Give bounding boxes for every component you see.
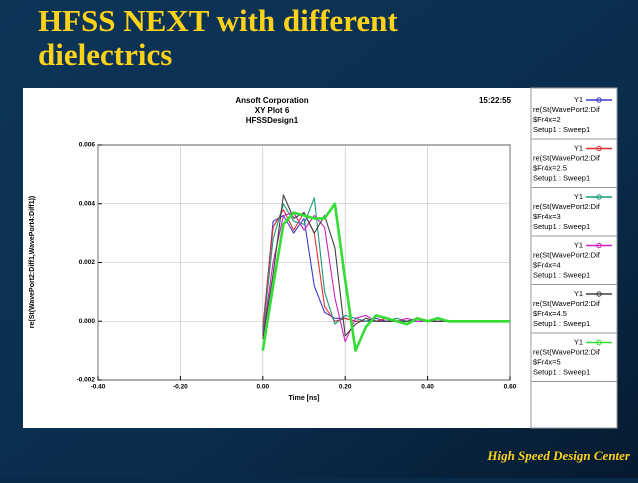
legend-expression: re(St(WavePort2:Dif: [533, 153, 601, 162]
x-tick-label: -0.40: [91, 384, 106, 391]
slide-title: dielectrics: [38, 37, 172, 72]
legend-entry: $Fr4x=3: [533, 212, 561, 221]
legend-axis: Y1: [574, 240, 583, 249]
legend-expression: re(St(WavePort2:Dif: [533, 105, 601, 114]
y-tick-label: 0.006: [79, 142, 96, 149]
legend-axis: Y1: [574, 143, 583, 152]
y-axis-label: re(St(WavePort2:Diff1,WavePort4:Diff1)): [29, 196, 36, 329]
legend-axis: Y1: [574, 192, 583, 201]
y-tick-label: 0.004: [79, 200, 96, 207]
legend-marker: [596, 291, 602, 297]
legend-axis: Y1: [574, 289, 583, 298]
x-axis-label: Time [ns]: [289, 395, 320, 402]
legend-axis: Y1: [574, 95, 583, 104]
legend-setup: Setup1 : Sweep1: [533, 222, 590, 231]
legend-marker: [596, 97, 602, 103]
series-line: [261, 202, 510, 352]
legend-panel: [530, 87, 618, 429]
y-tick-label: 0.000: [79, 318, 96, 325]
y-tick-label: -0.002: [77, 377, 96, 384]
x-tick-label: 0.00: [256, 384, 269, 391]
legend-marker: [596, 194, 602, 200]
legend-setup: Setup1 : Sweep1: [533, 319, 590, 328]
legend-marker: [596, 339, 602, 346]
legend-marker: [596, 145, 602, 152]
footer: High Speed Design Center: [486, 448, 631, 463]
x-tick-label: 0.40: [421, 384, 434, 391]
legend-setup: Setup1 : Sweep1: [533, 367, 590, 376]
legend-setup: Setup1 : Sweep1: [533, 270, 590, 279]
legend-entry: $Fr4x=2: [533, 115, 561, 124]
legend-expression: re(St(WavePort2:Dif: [533, 299, 601, 308]
legend-marker: [596, 242, 602, 249]
legend-expression: re(St(WavePort2:Dif: [533, 250, 601, 259]
slide-title: HFSS NEXT with different: [38, 3, 398, 38]
y-tick-label: 0.002: [79, 259, 96, 266]
legend-setup: Setup1 : Sweep1: [533, 125, 590, 134]
legend-expression: re(St(WavePort2:Dif: [533, 202, 601, 211]
x-tick-label: 0.60: [504, 384, 517, 391]
chart-subtitle: HFSSDesign1: [246, 116, 299, 125]
legend-entry: $Fr4x=4: [533, 260, 561, 269]
legend-axis: Y1: [574, 337, 583, 346]
legend-entry: $Fr4x=5: [533, 357, 561, 366]
legend-expression: re(St(WavePort2:Dif: [533, 347, 601, 356]
x-tick-label: 0.20: [339, 384, 352, 391]
timestamp: 15:22:55: [479, 96, 512, 105]
chart-title: XY Plot 6: [255, 106, 290, 115]
legend-entry: $Fr4x=4.5: [533, 309, 567, 318]
company: Ansoft Corporation: [235, 96, 308, 105]
x-tick-label: -0.20: [173, 384, 188, 391]
legend-setup: Setup1 : Sweep1: [533, 173, 590, 182]
legend-entry: $Fr4x=2.5: [533, 163, 567, 172]
